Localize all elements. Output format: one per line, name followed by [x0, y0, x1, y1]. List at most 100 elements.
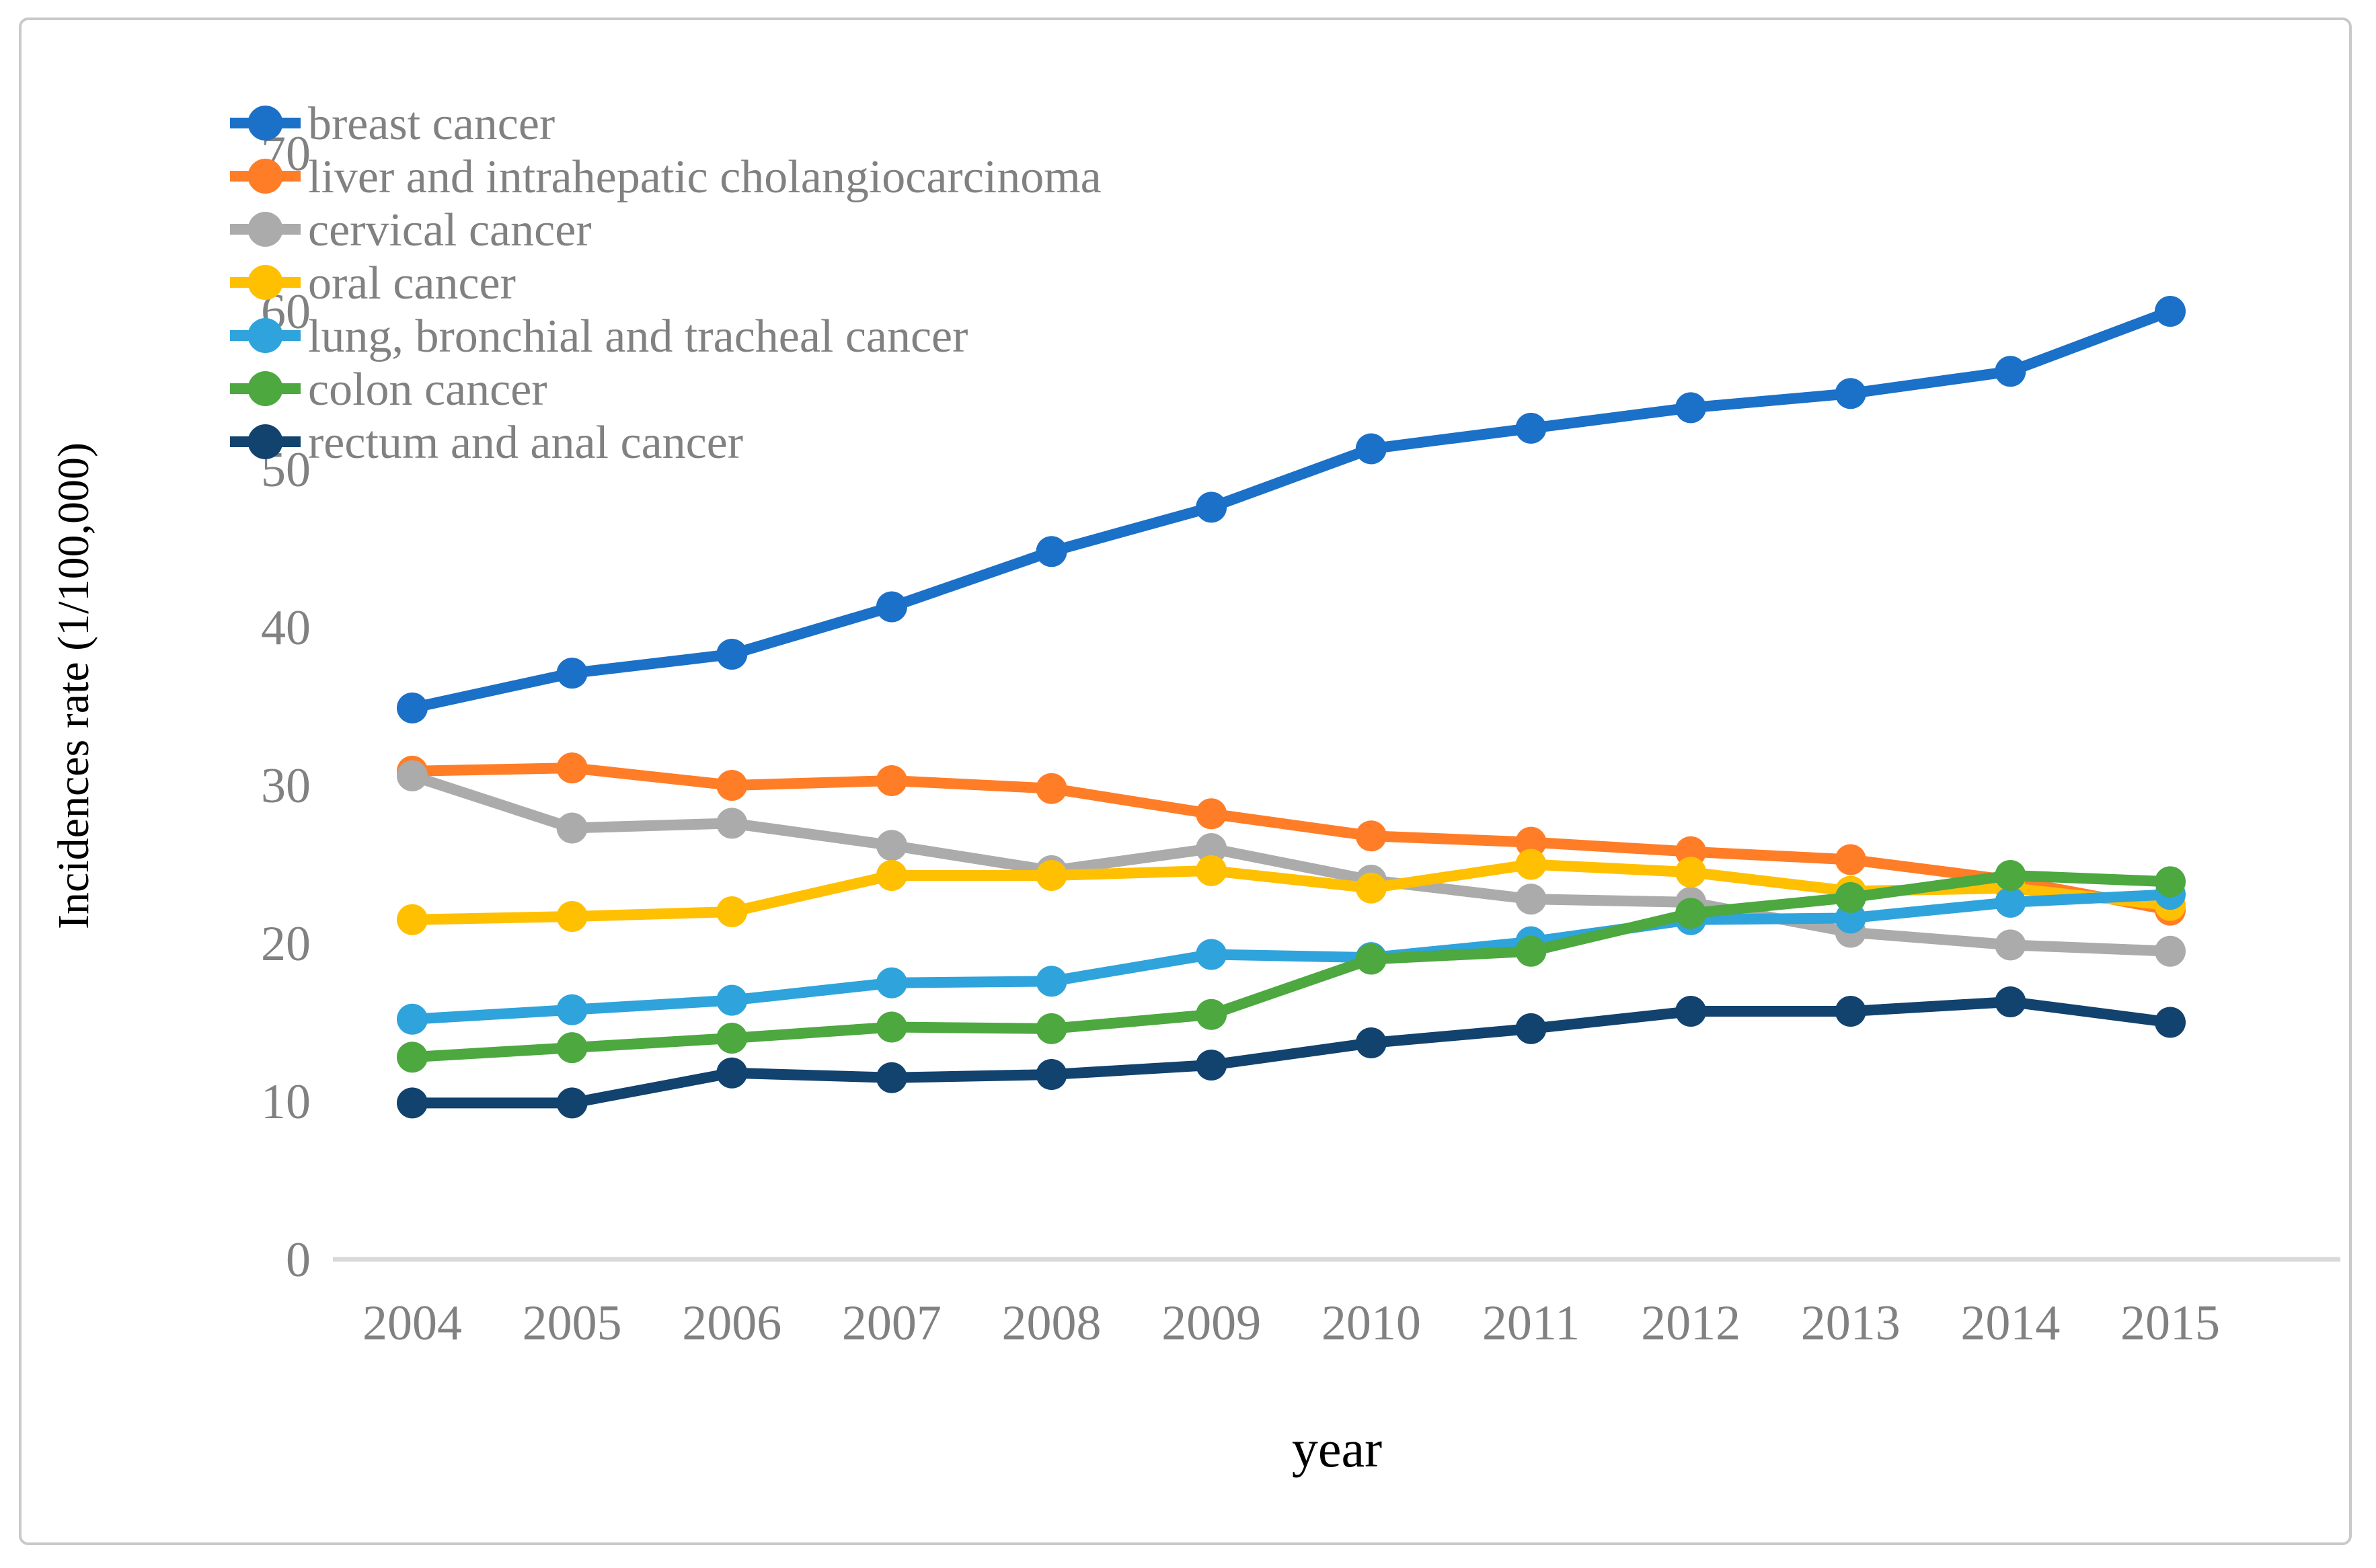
series-point-rectum-and-anal-cancer-2015: [2155, 1007, 2186, 1038]
x-tick-label-2005: 2005: [523, 1296, 622, 1351]
series-point-lung-bronchial-and-tracheal-cancer-2007: [876, 967, 907, 998]
series-point-rectum-and-anal-cancer-2010: [1355, 1027, 1387, 1059]
series-line-colon-cancer: [407, 869, 2176, 1063]
series-point-colon-cancer-2011: [1515, 935, 1547, 967]
x-tick-label-2004: 2004: [362, 1296, 462, 1351]
series-point-cervical-cancer-2007: [876, 830, 907, 861]
x-tick-label-2011: 2011: [1482, 1296, 1580, 1351]
series-point-colon-cancer-2005: [556, 1032, 588, 1064]
series-point-rectum-and-anal-cancer-2006: [716, 1057, 748, 1089]
x-tick-label-2013: 2013: [1801, 1296, 1901, 1351]
series-point-lung-bronchial-and-tracheal-cancer-2008: [1036, 966, 1067, 997]
series-point-lung-bronchial-and-tracheal-cancer-2014: [1995, 886, 2026, 918]
series-point-breast-cancer-2005: [556, 658, 588, 689]
series-line-lung-bronchial-and-tracheal-cancer: [407, 889, 2176, 1025]
series-point-colon-cancer-2013: [1835, 881, 1866, 913]
series-point-liver-and-intrahepatic-cholangiocarcinoma-2005: [556, 752, 588, 784]
series-point-liver-and-intrahepatic-cholangiocarcinoma-2006: [716, 770, 748, 801]
legend-swatch-marker-oral-cancer: [247, 265, 283, 300]
series-point-breast-cancer-2007: [876, 591, 907, 623]
series-point-breast-cancer-2006: [716, 638, 748, 670]
x-tick-label-2009: 2009: [1161, 1296, 1261, 1351]
x-tick-label-2007: 2007: [842, 1296, 942, 1351]
y-tick-label-30: 30: [261, 758, 311, 814]
series-point-colon-cancer-2010: [1355, 943, 1387, 975]
series-point-cervical-cancer-2014: [1995, 929, 2026, 961]
x-tick-label-2014: 2014: [1960, 1296, 2060, 1351]
series-point-rectum-and-anal-cancer-2007: [876, 1062, 907, 1093]
legend-label-colon-cancer: colon cancer: [308, 364, 547, 416]
series-point-lung-bronchial-and-tracheal-cancer-2004: [397, 1003, 428, 1035]
series-point-breast-cancer-2011: [1515, 412, 1547, 444]
series-point-oral-cancer-2012: [1675, 857, 1707, 888]
legend-label-breast-cancer: breast cancer: [308, 98, 555, 150]
series-point-cervical-cancer-2015: [2155, 935, 2186, 967]
series-line-breast-cancer: [407, 306, 2176, 713]
series-line-rectum-and-anal-cancer: [407, 996, 2176, 1109]
legend-swatch-marker-rectum-and-anal-cancer: [247, 424, 283, 459]
series-point-cervical-cancer-2004: [397, 760, 428, 791]
series-point-cervical-cancer-2006: [716, 808, 748, 839]
series-line-cervical-cancer: [407, 770, 2176, 957]
series-point-rectum-and-anal-cancer-2005: [556, 1087, 588, 1119]
series-point-liver-and-intrahepatic-cholangiocarcinoma-2011: [1515, 826, 1547, 858]
series-point-colon-cancer-2004: [397, 1042, 428, 1073]
legend-label-rectum-and-anal-cancer: rectum and anal cancer: [308, 417, 743, 469]
legend-swatch-marker-breast-cancer: [247, 106, 283, 141]
x-tick-label-2012: 2012: [1641, 1296, 1740, 1351]
series-point-breast-cancer-2010: [1355, 433, 1387, 465]
series-point-liver-and-intrahepatic-cholangiocarcinoma-2013: [1835, 844, 1866, 875]
legend-swatch-marker-cervical-cancer: [247, 212, 283, 247]
series-point-oral-cancer-2011: [1515, 849, 1547, 880]
series-point-colon-cancer-2006: [716, 1023, 748, 1054]
series-point-breast-cancer-2012: [1675, 392, 1707, 424]
legend-swatch-marker-colon-cancer: [247, 371, 283, 406]
series-point-oral-cancer-2006: [716, 896, 748, 927]
series-point-cervical-cancer-2005: [556, 812, 588, 844]
series-point-breast-cancer-2015: [2155, 296, 2186, 327]
series-point-oral-cancer-2004: [397, 904, 428, 935]
series-point-breast-cancer-2013: [1835, 378, 1866, 409]
legend-label-lung-bronchial-and-tracheal-cancer: lung, bronchial and tracheal cancer: [308, 311, 968, 362]
series-point-rectum-and-anal-cancer-2011: [1515, 1013, 1547, 1044]
series-point-rectum-and-anal-cancer-2013: [1835, 996, 1866, 1027]
x-axis-title: year: [1291, 1419, 1383, 1478]
series-point-oral-cancer-2007: [876, 859, 907, 891]
y-tick-label-10: 10: [261, 1074, 311, 1130]
series-point-liver-and-intrahepatic-cholangiocarcinoma-2008: [1036, 773, 1067, 804]
series-point-colon-cancer-2015: [2155, 866, 2186, 898]
y-tick-label-40: 40: [261, 600, 311, 656]
series-point-colon-cancer-2009: [1196, 998, 1227, 1030]
series-point-liver-and-intrahepatic-cholangiocarcinoma-2009: [1196, 798, 1227, 830]
legend-swatch-marker-lung-bronchial-and-tracheal-cancer: [247, 318, 283, 353]
series-point-colon-cancer-2014: [1995, 859, 2026, 891]
series-point-colon-cancer-2007: [876, 1011, 907, 1043]
series-point-liver-and-intrahepatic-cholangiocarcinoma-2010: [1355, 820, 1387, 852]
legend-label-cervical-cancer: cervical cancer: [308, 204, 592, 256]
x-tick-label-2006: 2006: [682, 1296, 781, 1351]
series-point-rectum-and-anal-cancer-2012: [1675, 996, 1707, 1027]
legend-label-oral-cancer: oral cancer: [308, 258, 516, 309]
x-tick-label-2010: 2010: [1321, 1296, 1421, 1351]
x-tick-label-2008: 2008: [1002, 1296, 1102, 1351]
series-point-breast-cancer-2008: [1036, 536, 1067, 567]
series-point-oral-cancer-2010: [1355, 872, 1387, 904]
series-point-rectum-and-anal-cancer-2009: [1196, 1049, 1227, 1081]
series-point-colon-cancer-2012: [1675, 898, 1707, 929]
series-point-rectum-and-anal-cancer-2004: [397, 1087, 428, 1119]
series-point-cervical-cancer-2009: [1196, 833, 1227, 864]
series-point-oral-cancer-2005: [556, 901, 588, 933]
series-point-oral-cancer-2009: [1196, 855, 1227, 886]
series-point-liver-and-intrahepatic-cholangiocarcinoma-2007: [876, 765, 907, 796]
series-line-liver-and-intrahepatic-cholangiocarcinoma: [407, 762, 2176, 916]
series-point-lung-bronchial-and-tracheal-cancer-2006: [716, 984, 748, 1016]
series-point-lung-bronchial-and-tracheal-cancer-2009: [1196, 939, 1227, 970]
series-point-oral-cancer-2008: [1036, 859, 1067, 891]
series-point-breast-cancer-2009: [1196, 492, 1227, 523]
figure-border: [19, 17, 2352, 1545]
y-tick-label-0: 0: [286, 1232, 311, 1288]
series-point-rectum-and-anal-cancer-2014: [1995, 986, 2026, 1017]
y-axis-title: Incidences rate (1/100,000): [49, 442, 98, 929]
